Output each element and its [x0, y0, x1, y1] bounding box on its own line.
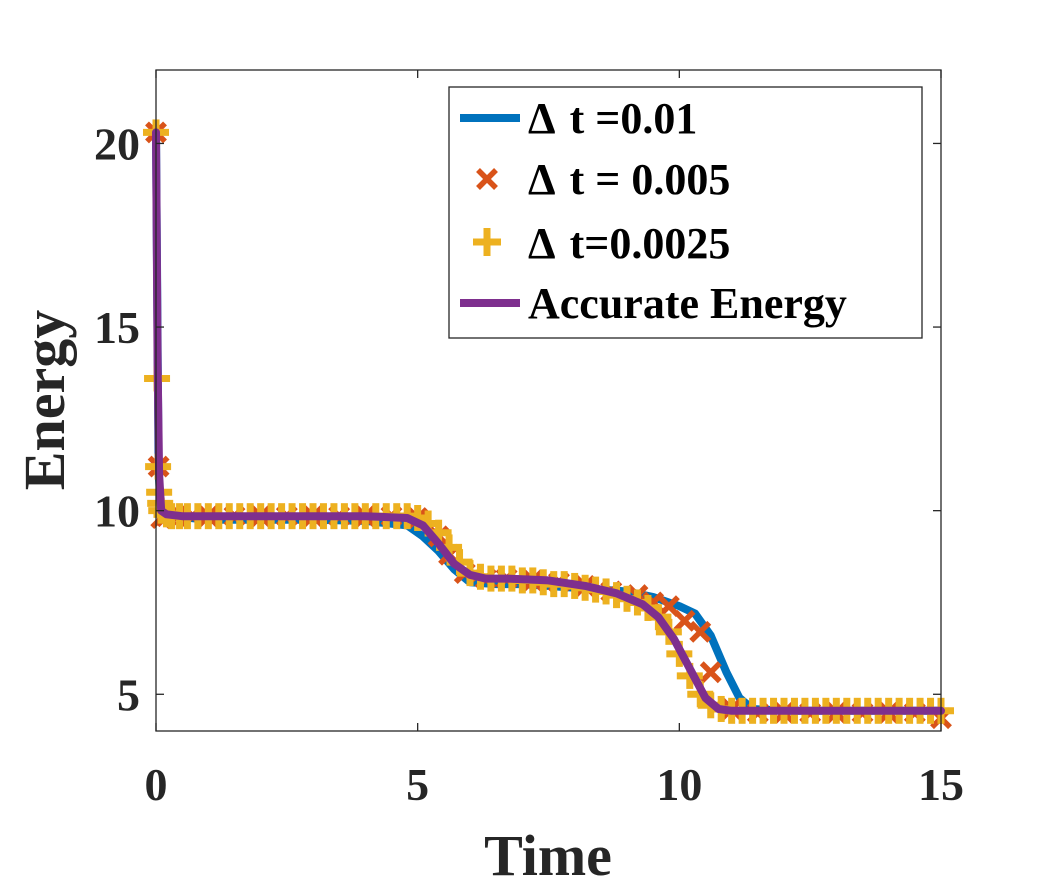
legend-text-dt00025: t=0.0025: [570, 219, 731, 268]
x-tick-label: 0: [145, 759, 168, 810]
series-1-point: [657, 595, 680, 618]
series-1-point: [689, 620, 712, 643]
x-axis-label: Time: [484, 823, 612, 888]
x-tick-label: 10: [656, 759, 702, 810]
y-tick-label: 15: [94, 302, 140, 353]
legend-swatch-dt00025: [473, 228, 501, 256]
series-1-point: [673, 609, 696, 632]
x-tick-label: 5: [406, 759, 429, 810]
legend-swatch-dt0005: [476, 168, 498, 190]
y-axis-label: Energy: [12, 310, 77, 490]
legend-symbol-dt001: Δ: [528, 94, 556, 143]
plot-frame: [155, 69, 942, 732]
legend-text-dt0005: t = 0.005: [570, 155, 731, 204]
x-tick-label: 15: [918, 759, 964, 810]
y-tick-label: 20: [94, 118, 140, 169]
series-1-point: [699, 661, 722, 684]
legend-box: [448, 86, 923, 339]
legend-text-dt001: t =0.01: [570, 94, 698, 143]
legend-symbol-dt00025: Δ: [528, 219, 556, 268]
y-tick-label: 10: [94, 486, 140, 537]
y-tick-label: 5: [117, 669, 140, 720]
legend-label-accurate: Accurate Energy: [528, 279, 847, 328]
series-layer: [143, 119, 954, 730]
series-3-line: [152, 128, 945, 715]
legend-symbol-dt0005: Δ: [528, 155, 556, 204]
